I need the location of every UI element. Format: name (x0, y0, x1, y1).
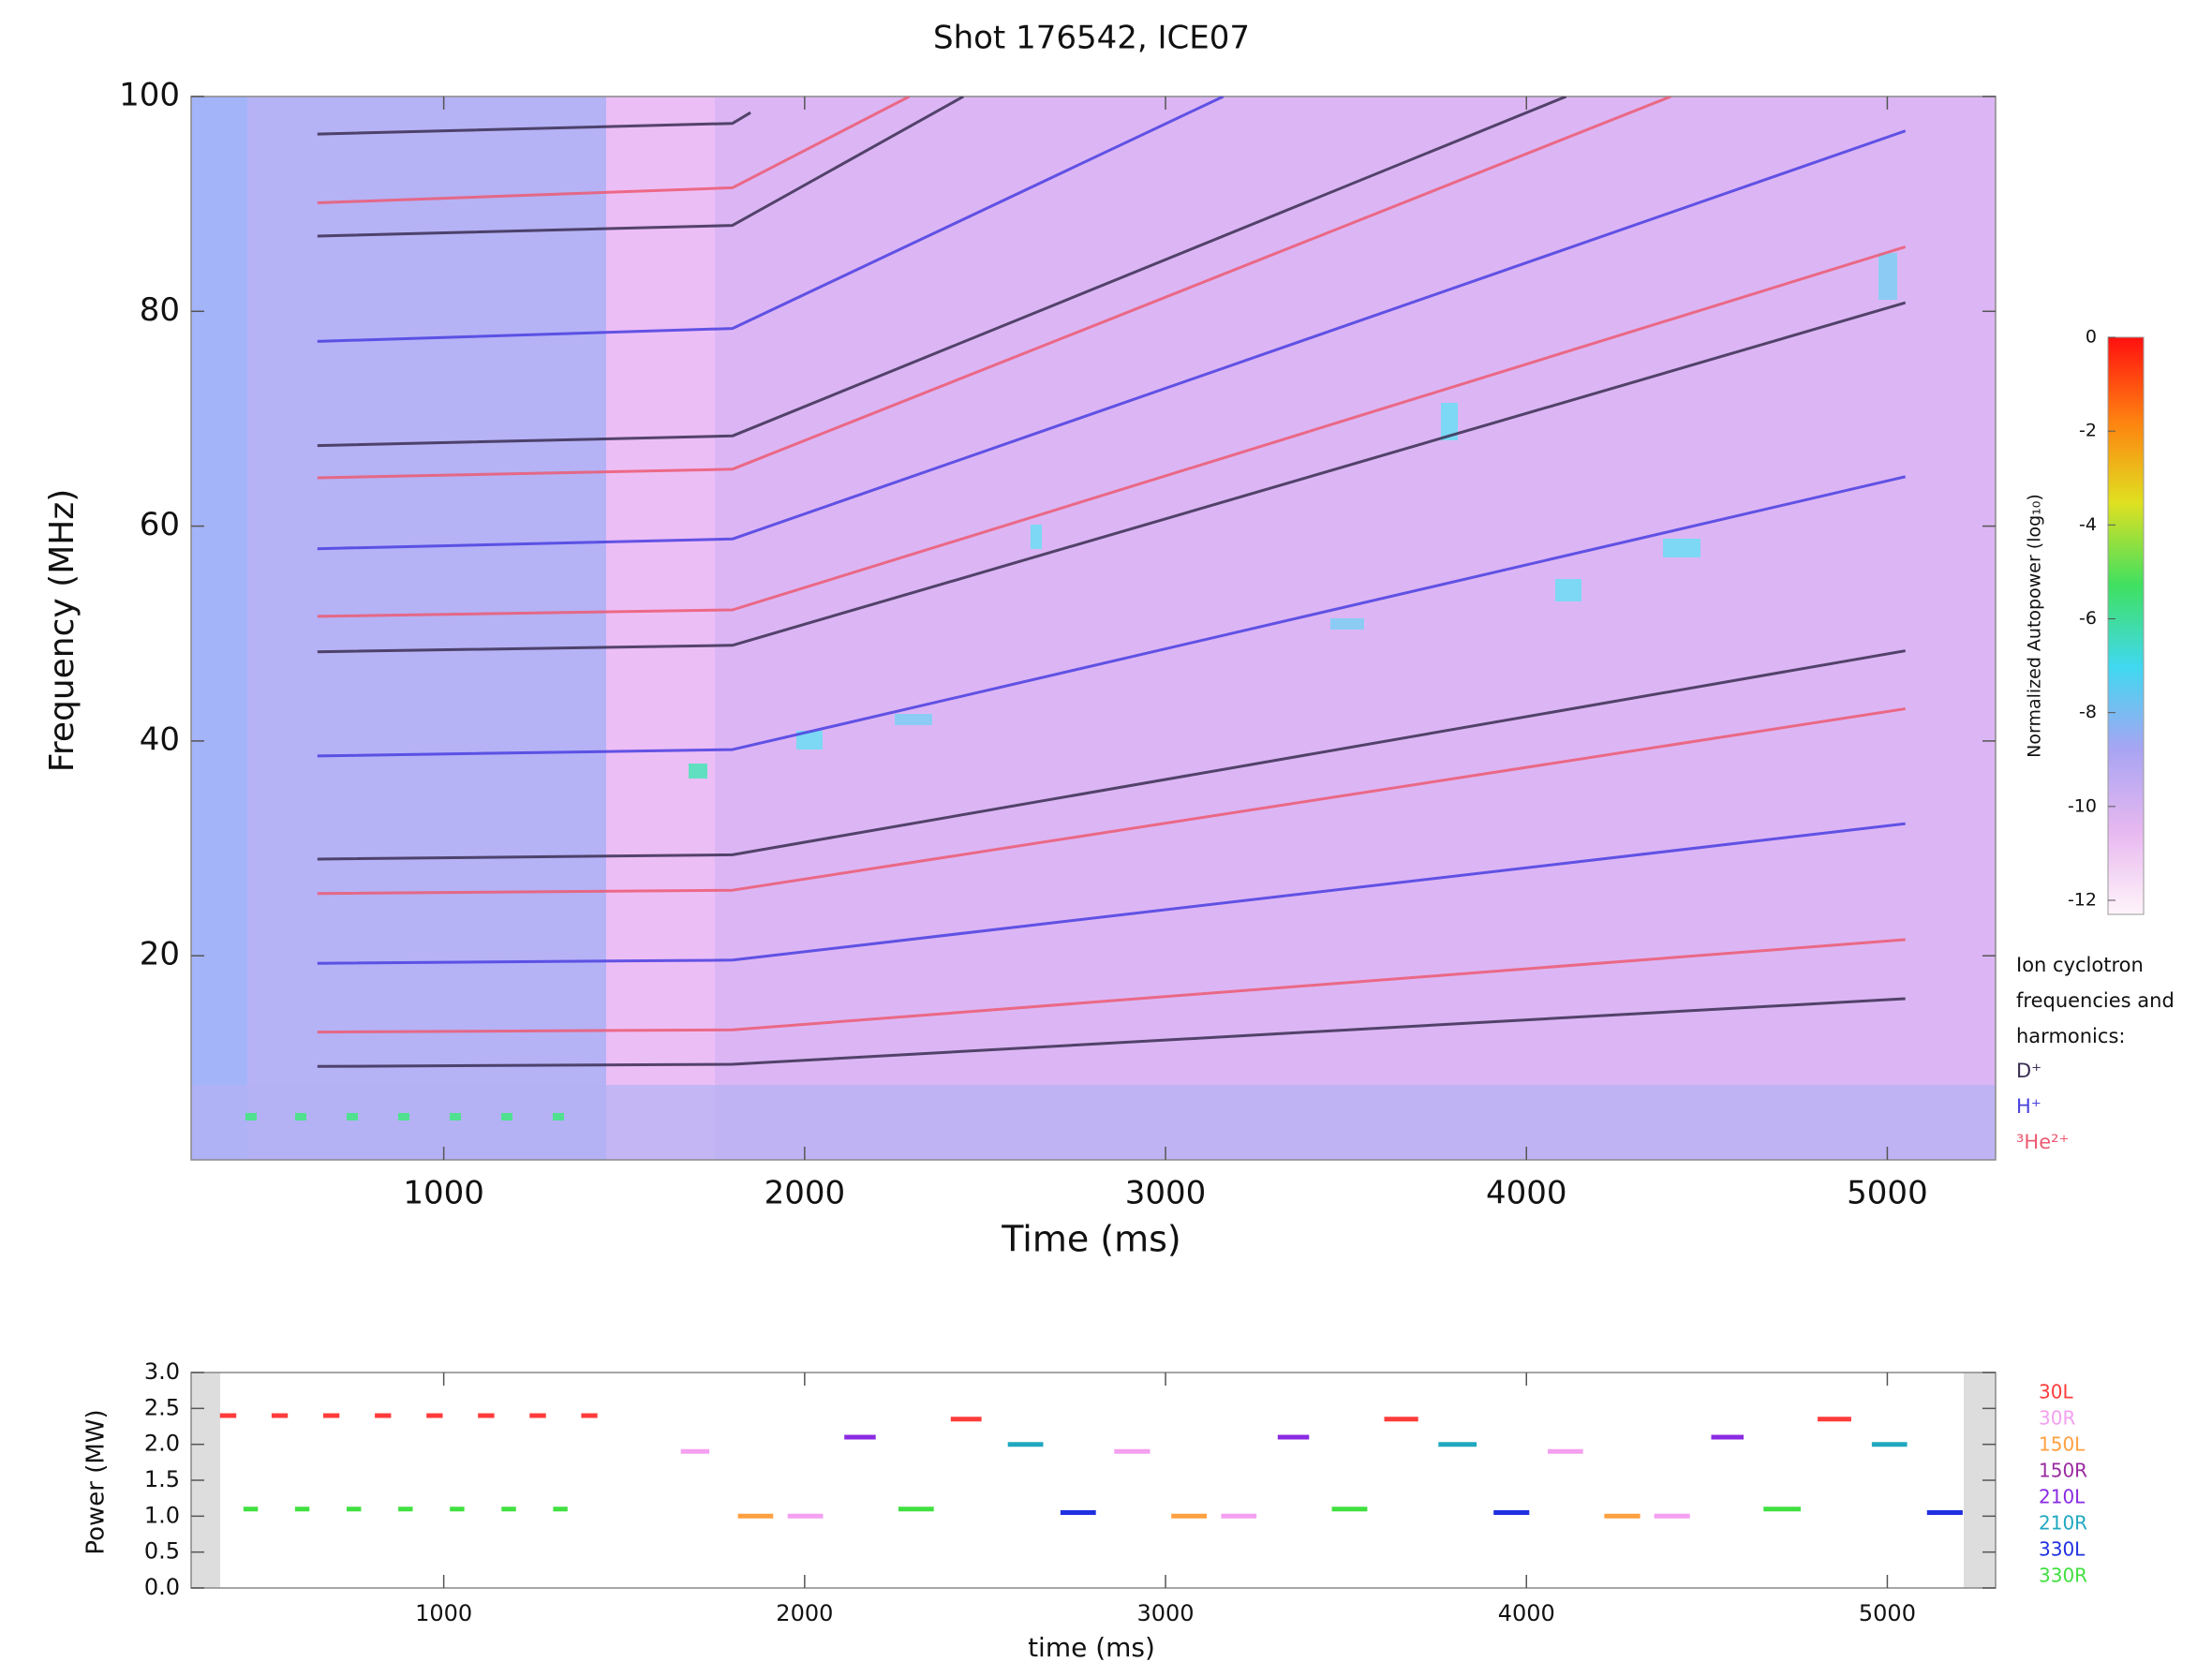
legend-entry: 210L (2039, 1486, 2086, 1508)
line (317, 938, 1906, 1034)
plot-frame (190, 96, 1997, 1161)
y-axis-label: Frequency (MHz) (43, 489, 82, 773)
x-axis-label: Time (ms) (1001, 1219, 1181, 1260)
y-tick-label: 1.5 (144, 1466, 180, 1492)
line (317, 96, 911, 204)
line (317, 245, 1907, 618)
line (317, 96, 1225, 343)
x-axis-label: time (ms) (1028, 1632, 1155, 1662)
line (317, 111, 751, 136)
annotations: Shot 176542, ICE07 Time (ms) Frequency (… (43, 20, 2145, 1662)
line (317, 822, 1906, 965)
line (317, 96, 1671, 480)
legend-entry: 330L (2039, 1538, 2086, 1561)
x-tick-label: 2000 (776, 1600, 833, 1626)
colorbar-tick-label: -4 (2079, 514, 2097, 535)
x-tick-label: 1000 (415, 1600, 472, 1626)
y-axis-label: Power (MW) (82, 1409, 111, 1554)
colorbar-tick-label: -6 (2079, 608, 2097, 629)
legend-title: Ion cyclotron frequencies and harmonics: (2016, 954, 2175, 1047)
line (317, 475, 1907, 758)
line (317, 129, 1907, 551)
legend-entry: ³He²⁺ (2016, 1131, 2070, 1153)
legend-entry: 150R (2039, 1460, 2087, 1482)
chart-title: Shot 176542, ICE07 (933, 20, 1250, 57)
harmonic-lines (317, 96, 1907, 1068)
colorbar-tick-label: -8 (2079, 702, 2097, 722)
line (317, 997, 1906, 1068)
legend-entry: D⁺ (2016, 1060, 2041, 1082)
y-tick-label: 0.0 (144, 1574, 180, 1600)
x-tick-label: 5000 (1859, 1600, 1916, 1626)
line (317, 301, 1907, 654)
y-tick-label: 3.0 (144, 1358, 180, 1385)
legend-entry: H⁺ (2016, 1095, 2041, 1118)
legend-entry: 30L (2039, 1381, 2073, 1403)
y-tick-label: 60 (140, 506, 180, 543)
line (317, 96, 965, 238)
x-tick-label: 4000 (1486, 1175, 1567, 1212)
x-tick-label: 2000 (765, 1175, 846, 1212)
y-tick-label: 20 (140, 936, 180, 973)
y-tick-label: 0.5 (144, 1538, 180, 1565)
legend-entry: 210R (2039, 1512, 2087, 1535)
legend-entry: 330R (2039, 1565, 2087, 1587)
colorbar (2107, 336, 2145, 915)
power-background (191, 1373, 1996, 1588)
colorbar-tick-label: -10 (2068, 795, 2097, 816)
y-tick-label: 2.0 (144, 1431, 180, 1457)
x-tick-label: 5000 (1847, 1175, 1928, 1212)
line (317, 96, 1567, 448)
legend-entry: 150L (2039, 1433, 2086, 1456)
colorbar-tick-label: 0 (2086, 327, 2097, 348)
colorbar-tick-label: -12 (2068, 889, 2097, 910)
legend-entry: 30R (2039, 1407, 2075, 1430)
x-tick-label: 4000 (1498, 1600, 1555, 1626)
line (680, 1448, 1690, 1519)
x-tick-label: 1000 (403, 1175, 484, 1212)
y-tick-label: 100 (119, 77, 180, 114)
line (317, 707, 1906, 896)
spectrogram-background (191, 96, 1996, 1160)
line (219, 1413, 1851, 1422)
y-tick-label: 1.0 (144, 1502, 180, 1528)
colorbar-tick-label: -2 (2079, 421, 2097, 441)
x-tick-label: 3000 (1125, 1175, 1207, 1212)
power-traces (219, 1413, 1963, 1519)
x-tick-label: 3000 (1137, 1600, 1195, 1626)
colorbar-label: Normalized Autopower (log₁₀) (2025, 494, 2045, 758)
y-tick-label: 2.5 (144, 1394, 180, 1420)
line (317, 649, 1906, 861)
y-tick-label: 40 (140, 720, 180, 758)
y-tick-label: 80 (140, 291, 180, 329)
